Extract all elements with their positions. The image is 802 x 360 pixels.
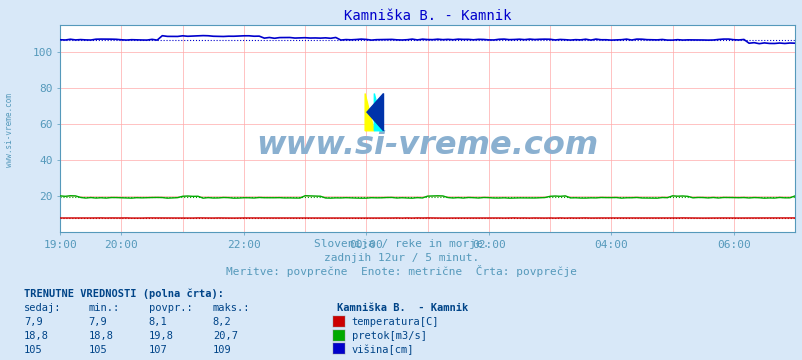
Text: 7,9: 7,9 <box>88 317 107 327</box>
Text: sedaj:: sedaj: <box>24 303 62 314</box>
Text: www.si-vreme.com: www.si-vreme.com <box>256 130 598 161</box>
Text: 8,1: 8,1 <box>148 317 167 327</box>
Text: pretok[m3/s]: pretok[m3/s] <box>351 331 426 341</box>
Text: 107: 107 <box>148 345 167 355</box>
Text: 105: 105 <box>88 345 107 355</box>
Text: 109: 109 <box>213 345 231 355</box>
Text: TRENUTNE VREDNOSTI (polna črta):: TRENUTNE VREDNOSTI (polna črta): <box>24 288 224 299</box>
Text: zadnjih 12ur / 5 minut.: zadnjih 12ur / 5 minut. <box>323 253 479 263</box>
Text: 18,8: 18,8 <box>88 331 113 341</box>
Text: višina[cm]: višina[cm] <box>351 345 414 355</box>
Text: 19,8: 19,8 <box>148 331 173 341</box>
Text: povpr.:: povpr.: <box>148 303 192 314</box>
Text: 105: 105 <box>24 345 43 355</box>
Text: 18,8: 18,8 <box>24 331 49 341</box>
Text: www.si-vreme.com: www.si-vreme.com <box>5 93 14 167</box>
Polygon shape <box>374 94 383 131</box>
Text: Kamniška B.  - Kamnik: Kamniška B. - Kamnik <box>337 303 468 314</box>
Polygon shape <box>365 94 374 131</box>
Text: min.:: min.: <box>88 303 119 314</box>
Title: Kamniška B. - Kamnik: Kamniška B. - Kamnik <box>343 9 511 23</box>
Text: 8,2: 8,2 <box>213 317 231 327</box>
Text: 7,9: 7,9 <box>24 317 43 327</box>
Text: Slovenija / reke in morje.: Slovenija / reke in morje. <box>314 239 488 249</box>
Text: 20,7: 20,7 <box>213 331 237 341</box>
Text: temperatura[C]: temperatura[C] <box>351 317 439 327</box>
Text: Meritve: povprečne  Enote: metrične  Črta: povprečje: Meritve: povprečne Enote: metrične Črta:… <box>225 265 577 278</box>
Text: maks.:: maks.: <box>213 303 250 314</box>
Polygon shape <box>367 94 383 131</box>
